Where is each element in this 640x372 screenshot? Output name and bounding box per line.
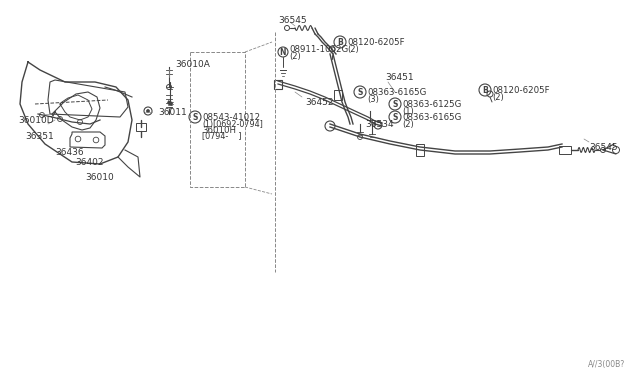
Text: 36451: 36451 — [385, 73, 413, 81]
Text: 36534: 36534 — [365, 119, 394, 128]
Text: 36351: 36351 — [25, 131, 54, 141]
Text: 36011: 36011 — [158, 108, 187, 116]
Text: S: S — [392, 112, 397, 122]
Text: (2): (2) — [347, 45, 359, 54]
Text: S: S — [192, 112, 198, 122]
Text: (3): (3) — [367, 94, 379, 103]
Text: B: B — [482, 86, 488, 94]
Bar — [136, 123, 146, 131]
Text: S: S — [392, 99, 397, 109]
Text: 08363-6165G: 08363-6165G — [367, 87, 426, 96]
Text: 36545: 36545 — [589, 142, 618, 151]
Text: 08120-6205F: 08120-6205F — [492, 86, 550, 94]
Text: N: N — [280, 48, 286, 57]
Text: (2): (2) — [402, 119, 413, 128]
Text: 36010A: 36010A — [175, 60, 210, 68]
Text: 08911-1062G: 08911-1062G — [289, 45, 348, 54]
Text: S: S — [357, 87, 363, 96]
Text: 08543-41012: 08543-41012 — [202, 112, 260, 122]
Bar — [334, 90, 342, 100]
Text: 36545: 36545 — [278, 16, 307, 25]
Text: 36010H: 36010H — [202, 125, 236, 135]
Text: (2): (2) — [492, 93, 504, 102]
Text: [0794-    ]: [0794- ] — [202, 131, 241, 141]
Text: 36436: 36436 — [55, 148, 84, 157]
Text: A//3(00B?: A//3(00B? — [588, 359, 625, 369]
Text: (1)[0692-0794]: (1)[0692-0794] — [202, 119, 263, 128]
Text: 36010: 36010 — [85, 173, 114, 182]
Bar — [416, 144, 424, 156]
Text: B: B — [337, 38, 343, 46]
Text: 08120-6205F: 08120-6205F — [347, 38, 404, 46]
Text: 08363-6125G: 08363-6125G — [402, 99, 461, 109]
Text: (2): (2) — [289, 51, 301, 61]
Bar — [559, 146, 571, 154]
Circle shape — [147, 109, 150, 112]
Text: (1): (1) — [402, 106, 413, 115]
Text: 08363-6165G: 08363-6165G — [402, 112, 461, 122]
Text: 36402: 36402 — [75, 157, 104, 167]
Text: 36010D: 36010D — [18, 115, 54, 125]
Bar — [274, 80, 282, 89]
Text: 36452: 36452 — [305, 97, 333, 106]
